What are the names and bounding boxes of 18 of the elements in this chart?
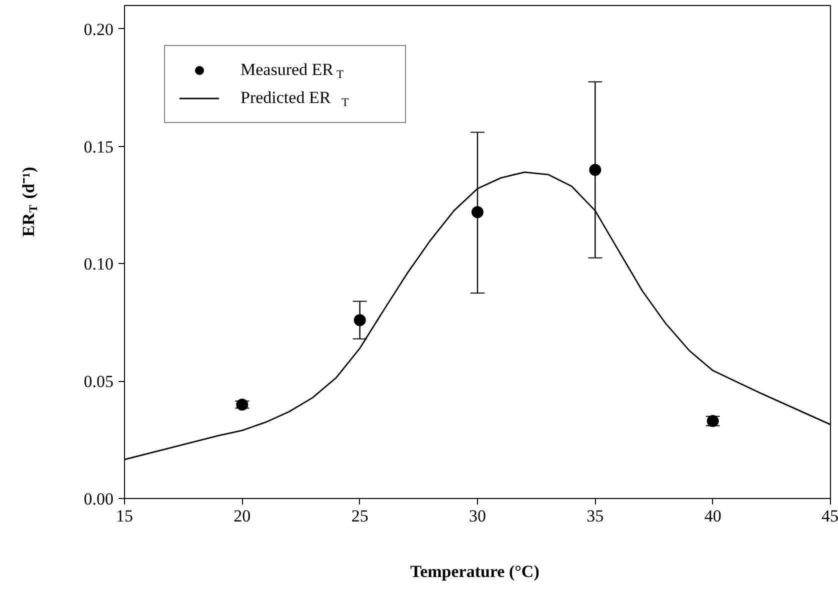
y-tick-label: 0.10 (84, 254, 114, 274)
point (236, 398, 248, 411)
x-tick-label: 15 (116, 506, 133, 526)
x-tick-label: 40 (704, 506, 722, 526)
y-axis-title: ERT (d⁻¹) (19, 166, 40, 237)
point (589, 164, 602, 176)
y-tick-label: 0.05 (84, 372, 114, 392)
x-tick-label: 35 (586, 506, 604, 526)
x-tick-label: 20 (234, 506, 251, 526)
x-tick-label: 45 (822, 506, 838, 526)
x-tick-label: 25 (351, 506, 368, 526)
y-tick-label: 0.00 (84, 490, 114, 508)
point (354, 314, 366, 326)
y-tick-label: 0.15 (84, 137, 114, 156)
point (472, 206, 484, 218)
y-tick-label: 0.20 (84, 20, 114, 39)
x-tick-label: 30 (469, 506, 486, 526)
x-axis-title: Temperature (°C) (410, 562, 540, 581)
